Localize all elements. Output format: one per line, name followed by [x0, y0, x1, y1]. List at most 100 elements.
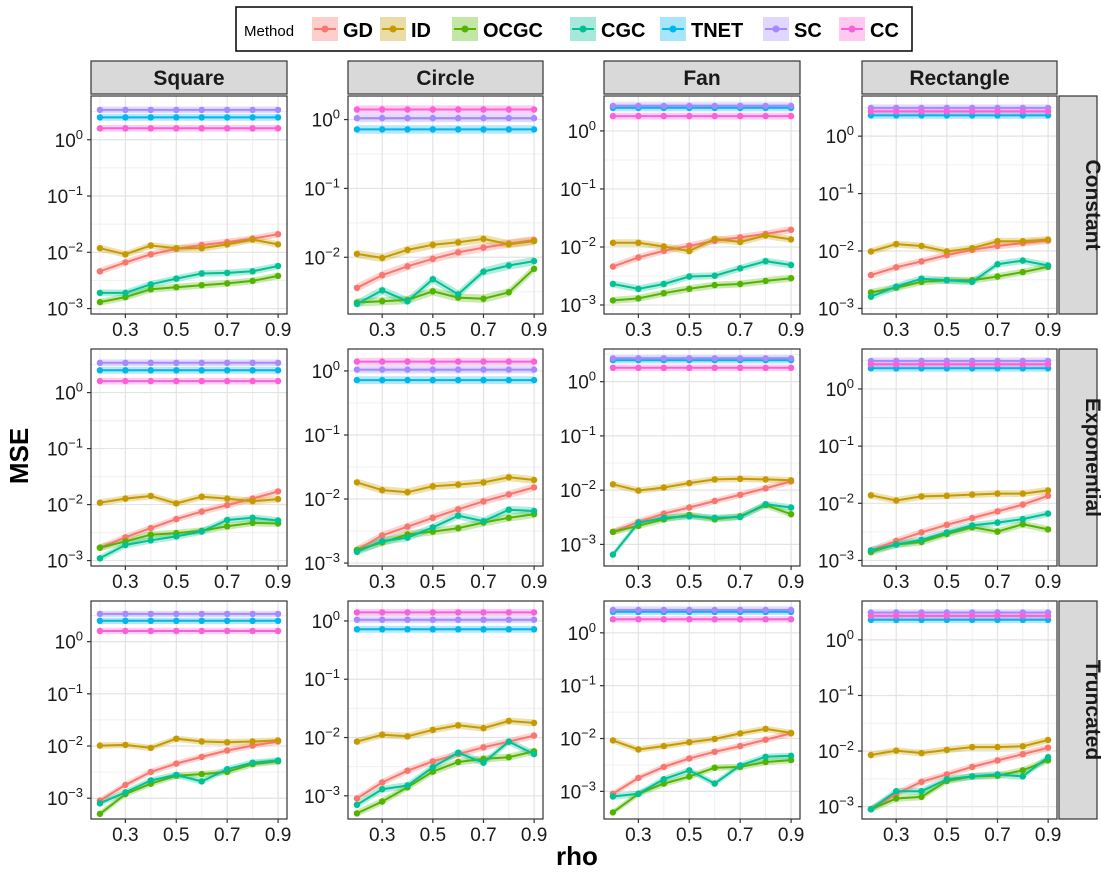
point-ocgc-exponential-circle [455, 525, 462, 532]
point-cgc-exponential-fan [609, 551, 617, 558]
point-cgc-constant-square [122, 289, 129, 297]
point-tnet-exponential-square [122, 367, 129, 374]
point-gd-exponential-square [224, 501, 231, 509]
point-cgc-truncated-circle [505, 738, 512, 745]
y-tick-label-base: 10 [304, 490, 325, 511]
column-strip-box-fan [603, 60, 801, 95]
point-ocgc-constant-circle [480, 295, 487, 302]
point-sc-exponential-circle [429, 366, 436, 373]
point-cc-constant-circle [429, 106, 436, 113]
series-line-id-exponential-fan [612, 477, 792, 492]
point-cgc-constant-fan [711, 272, 718, 279]
point-sc-constant-fan [711, 102, 718, 110]
point-sc-constant-square [122, 106, 129, 114]
point-ocgc-truncated-circle [429, 768, 436, 775]
point-tnet-exponential-square [147, 367, 154, 374]
x-tick-label: 0.5 [420, 825, 446, 846]
point-tnet-constant-circle [404, 126, 411, 133]
y-tick-label-exponent: 0 [847, 123, 854, 138]
point-sc-truncated-circle [505, 616, 512, 623]
ribbon-cgc-truncated-circle [356, 738, 535, 809]
y-tick-label-exponent: 0 [847, 376, 854, 391]
point-cgc-exponential-fan [737, 513, 744, 521]
ribbon-gd-truncated-rectangle [870, 744, 1049, 813]
point-ocgc-truncated-rectangle [918, 793, 925, 801]
y-tick-label-exponent: −3 [325, 783, 340, 798]
point-id-truncated-circle [404, 733, 411, 740]
series-line-gd-exponential-rectangle [870, 494, 1049, 552]
point-sc-exponential-square [122, 359, 129, 366]
point-ocgc-exponential-rectangle [1044, 526, 1052, 533]
point-tnet-constant-circle [530, 126, 538, 133]
y-tick-label-exponent: 0 [847, 627, 854, 642]
y-tick-label-exponent: −1 [839, 682, 854, 697]
point-sc-exponential-fan [686, 355, 693, 362]
x-tick-label: 0.9 [265, 320, 291, 341]
panel-background-exponential-square [91, 349, 287, 566]
point-id-truncated-circle [455, 722, 462, 729]
ribbon-cgc-constant-square [99, 262, 279, 297]
point-cc-exponential-rectangle [918, 361, 925, 368]
point-tnet-constant-circle [480, 126, 487, 133]
point-gd-exponential-circle [379, 532, 386, 539]
x-tick-label: 0.7 [470, 825, 496, 846]
point-id-truncated-square [147, 744, 154, 752]
point-cgc-truncated-fan [762, 753, 769, 760]
point-cc-constant-circle [455, 106, 462, 113]
point-cc-constant-fan [711, 112, 718, 120]
x-tick-label: 0.9 [1035, 320, 1061, 341]
point-sc-constant-circle [480, 114, 487, 122]
point-id-truncated-fan [660, 742, 667, 750]
panel-background-exponential-fan [604, 349, 800, 566]
point-id-constant-fan [762, 232, 769, 239]
point-cc-constant-rectangle [918, 108, 925, 115]
y-tick-label: 10−3 [818, 794, 854, 819]
point-id-exponential-rectangle [893, 497, 900, 504]
panel-border-exponential-square [90, 348, 288, 567]
point-cc-exponential-fan [762, 364, 769, 371]
point-sc-exponential-circle [353, 366, 361, 373]
ribbon-gd-exponential-circle [356, 483, 535, 554]
x-tick-label: 0.7 [214, 572, 240, 593]
point-id-exponential-square [122, 495, 129, 502]
point-id-truncated-square [198, 738, 205, 745]
point-gd-constant-fan [635, 254, 642, 261]
point-cgc-constant-circle [505, 262, 512, 269]
series-line-cgc-constant-circle [356, 260, 535, 305]
point-cc-truncated-fan [686, 616, 693, 623]
point-id-exponential-square [173, 500, 180, 507]
x-tick-label: 0.5 [163, 825, 189, 846]
point-ocgc-constant-square [173, 284, 180, 291]
point-id-constant-rectangle [893, 240, 900, 248]
point-cgc-exponential-fan [660, 514, 667, 521]
y-tick-label-base: 10 [818, 242, 839, 263]
point-id-constant-circle [455, 239, 462, 246]
y-tick-label-exponent: −3 [68, 296, 83, 311]
point-cc-constant-square [198, 125, 205, 132]
series-line-gd-constant-fan [612, 228, 792, 268]
y-tick-label-base: 10 [568, 122, 589, 143]
point-id-truncated-fan [635, 746, 642, 753]
legend-item-gd: GD [312, 17, 373, 42]
column-strip-box-square [90, 60, 288, 95]
point-sc-truncated-square [96, 610, 104, 618]
legend-item-cgc: CGC [570, 17, 645, 42]
point-id-constant-circle [530, 237, 538, 245]
point-cgc-truncated-circle [353, 801, 361, 808]
y-tick-label-base: 10 [304, 729, 325, 750]
point-gd-exponential-rectangle [1044, 492, 1052, 499]
point-gd-exponential-circle [530, 484, 538, 491]
series-line-id-truncated-square [99, 737, 279, 749]
point-tnet-exponential-square [249, 367, 256, 374]
y-tick-label-exponent: 0 [76, 380, 83, 395]
point-id-truncated-fan [686, 739, 693, 746]
series-line-ocgc-exponential-square [99, 521, 279, 549]
point-cc-exponential-square [274, 377, 282, 385]
point-id-constant-circle [480, 235, 487, 243]
point-id-constant-square [224, 241, 231, 248]
point-cgc-constant-fan [660, 280, 667, 288]
y-tick-label-exponent: −1 [325, 666, 340, 681]
